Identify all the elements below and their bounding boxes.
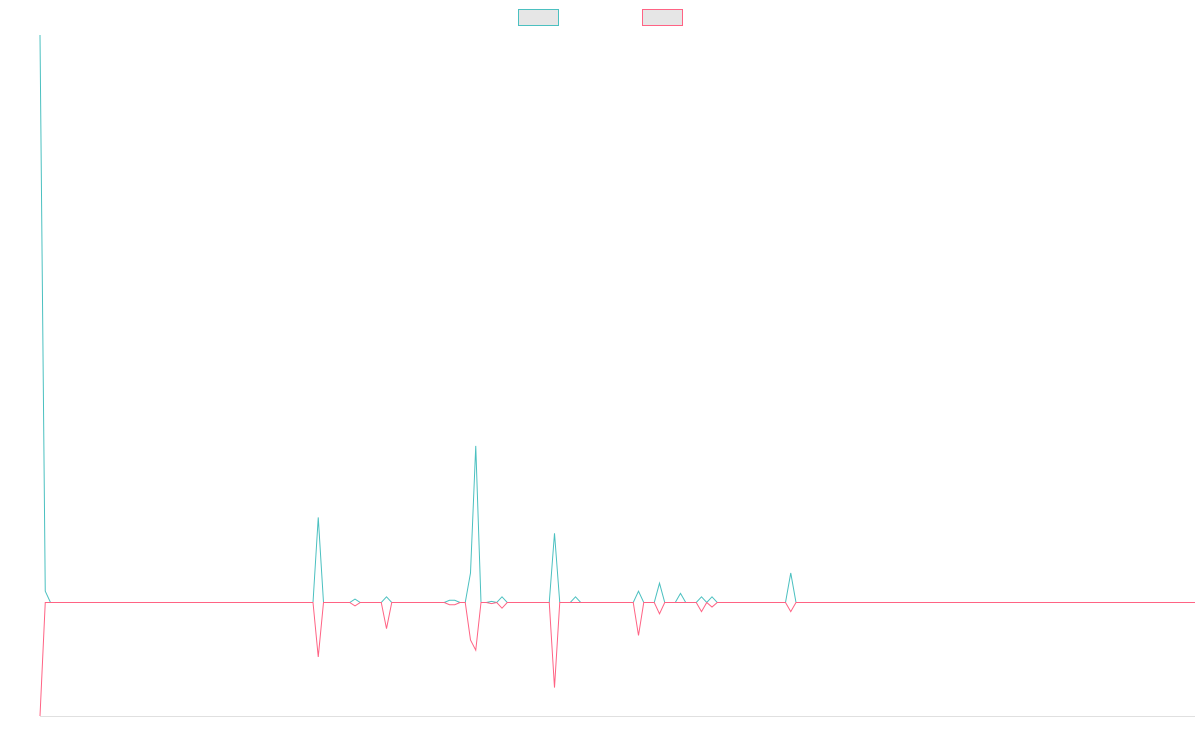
legend-swatch[interactable]	[642, 9, 683, 26]
series-line	[39, 601, 1195, 717]
series-line	[39, 34, 1195, 604]
legend-swatch[interactable]	[518, 9, 559, 26]
